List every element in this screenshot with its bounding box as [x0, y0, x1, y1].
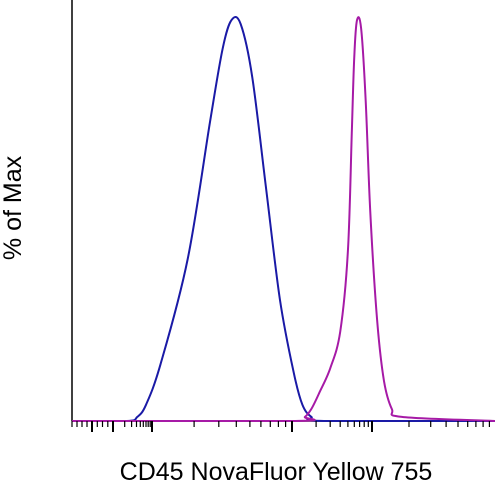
plot-frame	[71, 0, 495, 422]
x-axis-label: CD45 NovaFluor Yellow 755	[120, 458, 433, 483]
x-axis-ticks	[71, 421, 490, 432]
histogram-series-2	[71, 16, 495, 423]
series-layer	[71, 16, 495, 423]
y-axis-label: % of Max	[0, 155, 27, 260]
histogram-series-1	[71, 16, 495, 423]
